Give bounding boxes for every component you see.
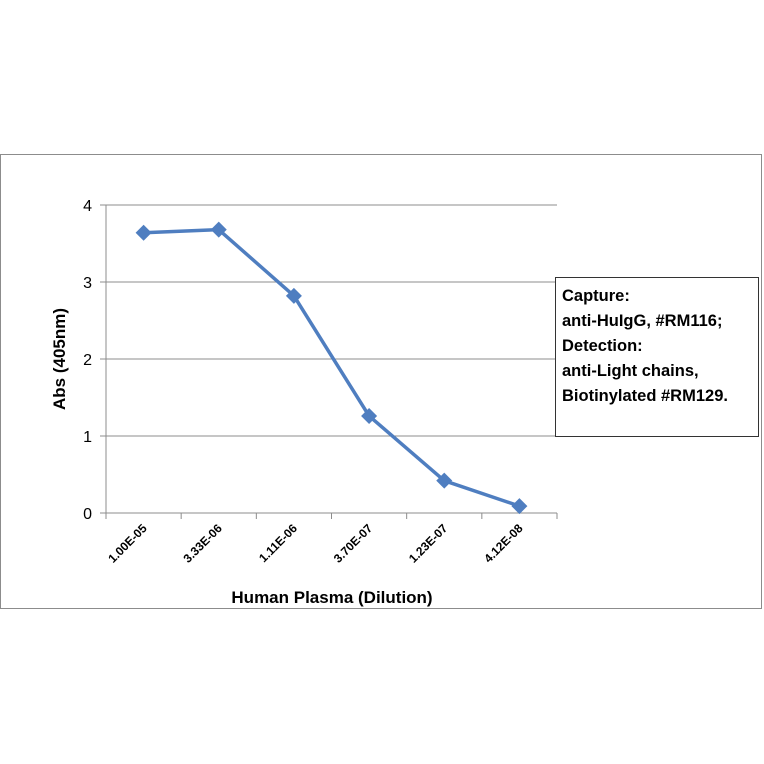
y-tick-label: 1: [83, 429, 92, 446]
x-tick-label: 3.70E-07: [331, 521, 376, 566]
annotation-line: Biotinylated #RM129.: [562, 387, 728, 405]
data-point-marker: [135, 224, 152, 241]
series-line: [143, 227, 520, 508]
data-point-marker: [210, 221, 227, 238]
data-point-marker: [361, 407, 378, 424]
x-axis-title: Human Plasma (Dilution): [231, 588, 432, 607]
x-tick-label: 1.00E-05: [105, 521, 150, 566]
annotation-line: anti-HuIgG, #RM116;: [562, 312, 723, 330]
tick-labels: 0 1 2 3 4 1.00E-05 3.33E-06 1.11E-06 3.70E-07 1.2…: [83, 198, 526, 566]
data-point-marker: [511, 498, 528, 515]
x-tick-label: 1.23E-07: [406, 521, 451, 566]
y-axis-title: Abs (405nm): [50, 308, 69, 410]
x-tick-label: 4.12E-08: [481, 521, 526, 566]
annotation-box: Capture: anti-HuIgG, #RM116; Detection: …: [555, 277, 759, 437]
data-point-marker: [285, 287, 302, 304]
x-tick-label: 3.33E-06: [181, 521, 226, 566]
data-point-marker: [436, 472, 453, 489]
data-series: [135, 221, 528, 515]
y-tick-label: 3: [83, 275, 92, 292]
gridlines: [106, 204, 557, 437]
axes: [100, 204, 558, 519]
x-tick-label: 1.11E-06: [256, 521, 300, 565]
y-tick-label: 2: [83, 352, 92, 369]
y-tick-label: 0: [83, 506, 92, 523]
annotation-line: Detection:: [562, 337, 643, 355]
y-tick-label: 4: [83, 198, 92, 215]
annotation-line: Capture:: [562, 287, 630, 305]
annotation-line: anti-Light chains,: [562, 362, 699, 380]
